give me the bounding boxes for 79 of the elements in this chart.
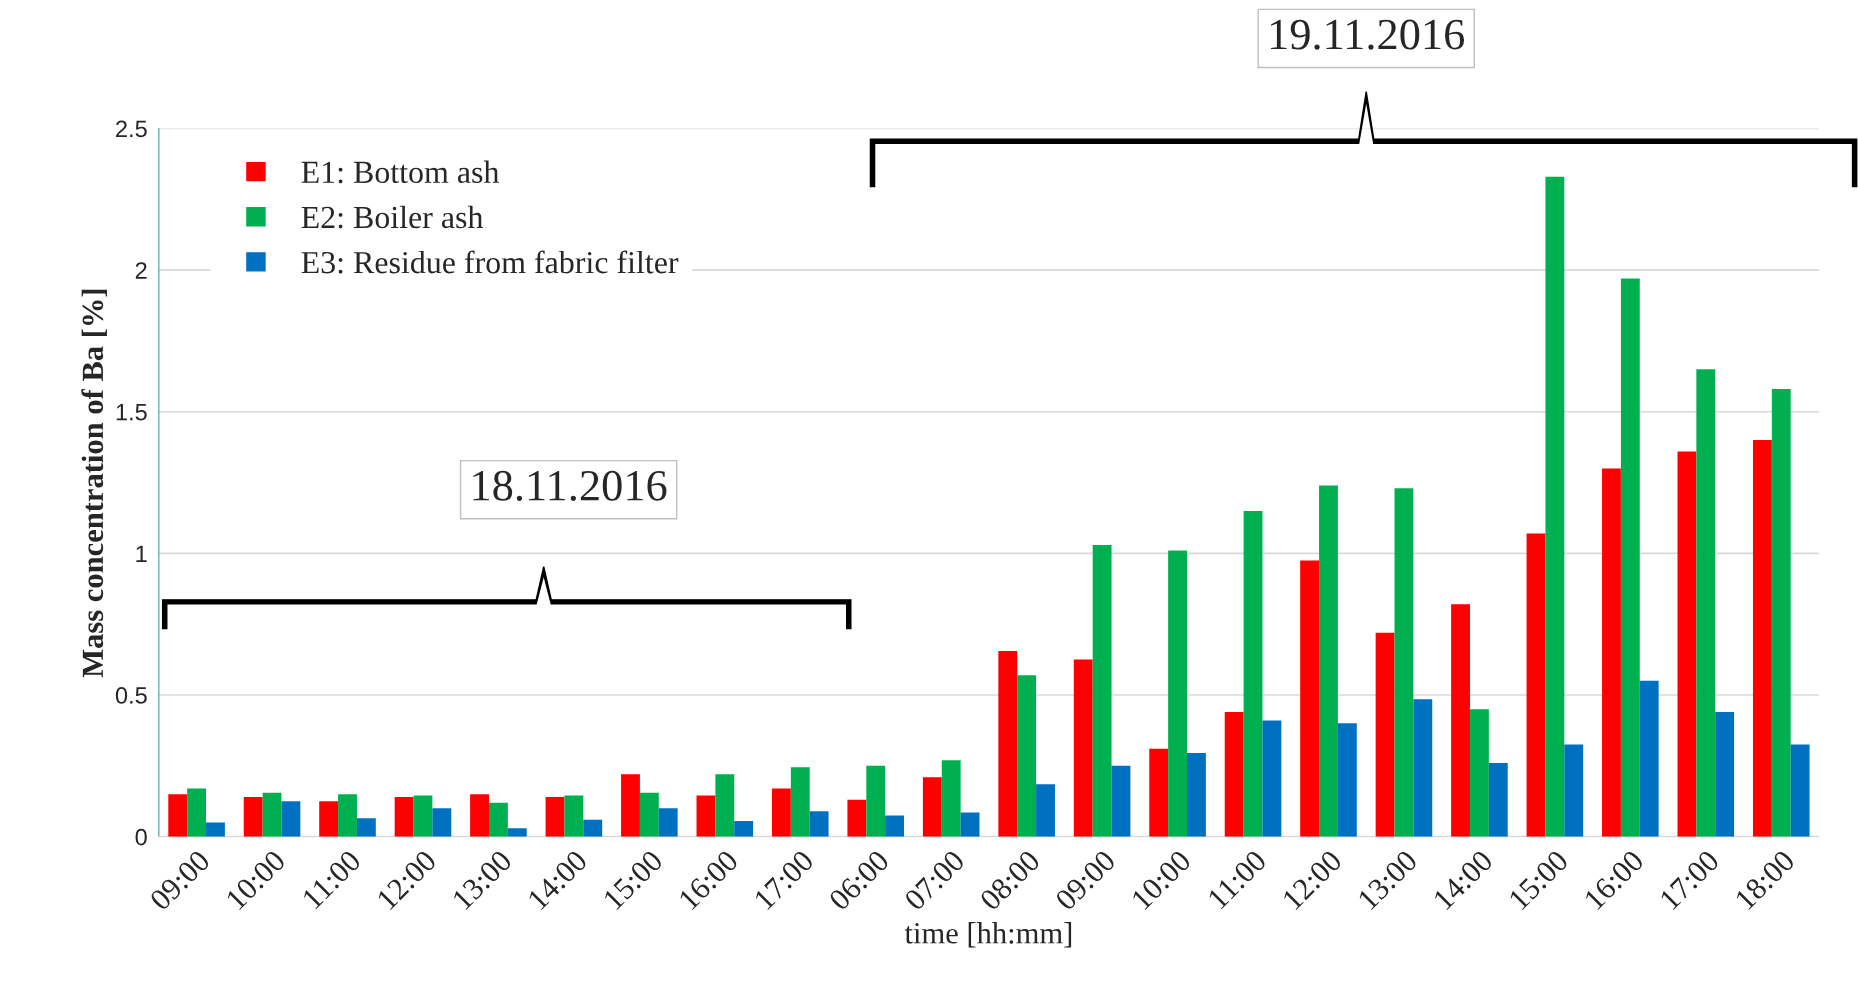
bar [1168, 550, 1187, 837]
bar [206, 822, 225, 837]
bar [1375, 632, 1395, 837]
bar [734, 821, 754, 837]
bar [771, 788, 791, 837]
bar [489, 802, 508, 837]
bar [413, 795, 433, 837]
bar [1224, 712, 1244, 837]
bar [319, 801, 339, 837]
bar [470, 794, 489, 837]
bar [658, 808, 678, 837]
bar [1149, 748, 1169, 837]
bar [545, 796, 565, 837]
bar [1696, 369, 1716, 837]
y-tick-label: 1 [136, 545, 147, 562]
bar [1394, 488, 1414, 837]
bar [281, 801, 301, 837]
bar [998, 651, 1018, 837]
legend-label: E2: Boiler ash [301, 205, 484, 229]
bar [1469, 709, 1489, 837]
bar [639, 792, 659, 837]
bar [432, 808, 452, 837]
bar [809, 811, 829, 837]
y-tick-label: 2 [135, 262, 147, 279]
bar [1413, 699, 1433, 837]
bar [507, 828, 527, 837]
bar [564, 795, 584, 837]
y-tick-label: 0.5 [115, 687, 147, 704]
bar [1488, 762, 1508, 837]
bar [960, 812, 980, 837]
x-axis-title: time [hh:mm] [904, 922, 1072, 948]
bar [394, 796, 414, 837]
legend-label: E1: Bottom ash [301, 160, 500, 184]
bar [1451, 604, 1470, 837]
bar [1073, 659, 1093, 837]
bar [1337, 723, 1357, 837]
bar [243, 796, 263, 837]
bar [696, 795, 716, 837]
bar [1790, 744, 1810, 837]
bar [1262, 720, 1282, 837]
y-tick-label: 2.5 [116, 120, 147, 138]
text: 19.11.2016 [1270, 19, 1465, 50]
y-tick-label: 0 [135, 828, 147, 846]
y-axis-title: Mass concentration of Ba [%] [81, 289, 107, 678]
bar [715, 774, 735, 837]
bar [583, 819, 603, 837]
bar [1092, 544, 1112, 837]
bar [1017, 675, 1037, 837]
bar [1111, 765, 1131, 837]
bar [1526, 533, 1546, 837]
annotation: 18.11.2016 [473, 470, 667, 501]
bar [1545, 176, 1565, 837]
bar [187, 788, 207, 837]
legend-label: E3: Residue from fabric filter [301, 250, 679, 274]
bar [866, 765, 886, 837]
bar [1715, 712, 1735, 837]
bar [1187, 753, 1206, 837]
bar [621, 774, 640, 837]
bar [1036, 784, 1055, 837]
bar [1300, 560, 1320, 837]
bar [790, 767, 810, 837]
bar [1319, 485, 1338, 837]
bar [1602, 468, 1621, 837]
bar [262, 792, 282, 837]
bar [1243, 510, 1263, 837]
bar [1752, 440, 1772, 837]
bar [1677, 451, 1697, 837]
bar [922, 777, 942, 837]
bar [338, 794, 357, 837]
bar [1639, 680, 1659, 837]
bar [1620, 278, 1640, 837]
bar [356, 818, 376, 837]
bar [941, 760, 961, 837]
y-tick-label: 1.5 [116, 404, 147, 421]
bar [1771, 389, 1791, 837]
bar [168, 794, 188, 837]
bar [847, 799, 867, 837]
bar [885, 815, 905, 837]
bar [1564, 744, 1584, 837]
